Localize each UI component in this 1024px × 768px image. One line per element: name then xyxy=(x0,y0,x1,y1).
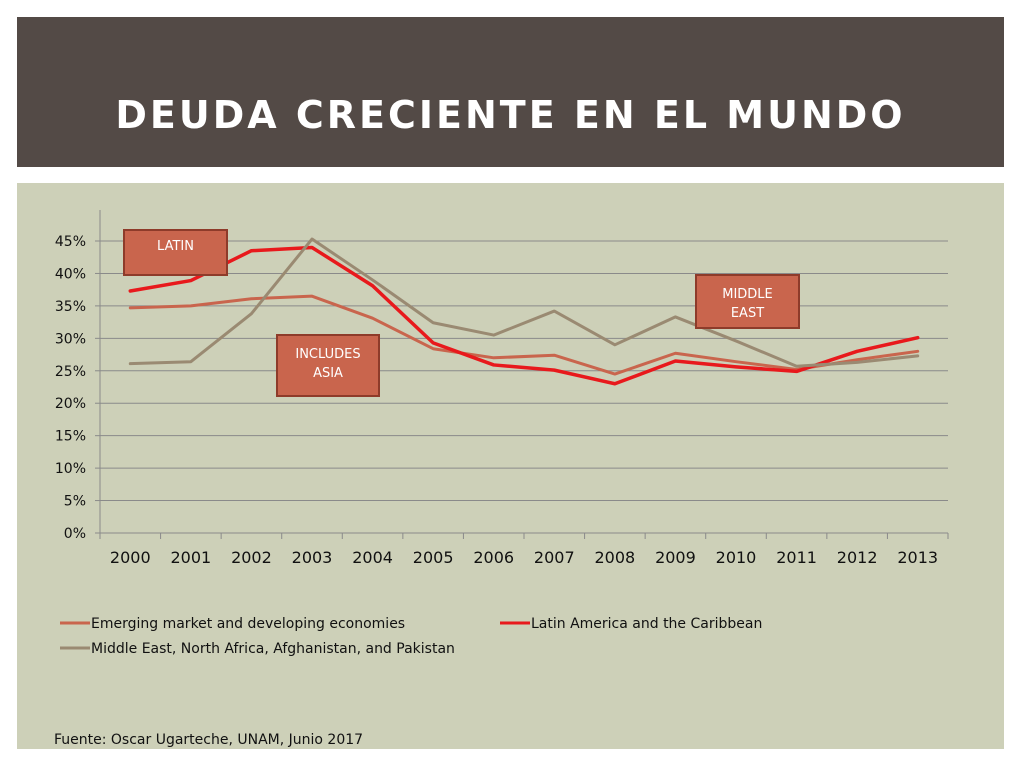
y-tick-label: 30% xyxy=(55,331,86,347)
y-tick-label: 10% xyxy=(55,461,86,477)
annotation-label: LATIN xyxy=(157,239,194,254)
legend-label: Emerging market and developing economies xyxy=(91,616,405,632)
y-tick-label: 35% xyxy=(55,299,86,315)
x-tick-label: 2003 xyxy=(292,548,333,567)
legend-label: Latin America and the Caribbean xyxy=(531,616,762,632)
y-tick-label: 45% xyxy=(55,234,86,250)
x-tick-label: 2011 xyxy=(776,548,817,567)
x-tick-label: 2008 xyxy=(594,548,635,567)
annotation-box xyxy=(695,274,800,329)
source-note: Fuente: Oscar Ugarteche, UNAM, Junio 201… xyxy=(54,732,364,748)
y-tick-label: 40% xyxy=(55,266,86,282)
y-tick-label: 25% xyxy=(55,364,86,380)
x-tick-label: 2010 xyxy=(716,548,757,567)
y-tick-label: 20% xyxy=(55,396,86,412)
annotation-label: MIDDLE xyxy=(722,287,773,302)
x-tick-label: 2002 xyxy=(231,548,272,567)
x-tick-label: 2007 xyxy=(534,548,575,567)
legend-label: Middle East, North Africa, Afghanistan, … xyxy=(91,641,455,657)
y-tick-label: 5% xyxy=(64,494,86,510)
x-tick-label: 2009 xyxy=(655,548,696,567)
annotation-label: EAST xyxy=(731,306,764,321)
series-line-3 xyxy=(128,237,920,368)
slide-title: DEUDA CRECIENTE EN EL MUNDO xyxy=(115,93,906,137)
series-line-2 xyxy=(128,245,920,386)
annotation-label: ASIA xyxy=(313,366,343,381)
y-tick-label: 0% xyxy=(64,526,86,542)
x-tick-label: 2004 xyxy=(352,548,393,567)
y-tick-label: 15% xyxy=(55,429,86,445)
x-tick-label: 2001 xyxy=(170,548,211,567)
x-tick-label: 2005 xyxy=(413,548,454,567)
x-tick-label: 2012 xyxy=(837,548,878,567)
x-tick-label: 2000 xyxy=(110,548,151,567)
title-bar: DEUDA CRECIENTE EN EL MUNDO xyxy=(17,17,1004,167)
annotation-box xyxy=(123,229,228,276)
annotation-label: INCLUDES xyxy=(295,347,360,362)
chart-panel xyxy=(17,183,1004,749)
series-line-1 xyxy=(128,294,920,376)
x-tick-label: 2006 xyxy=(473,548,514,567)
annotation-box xyxy=(276,334,380,397)
x-tick-label: 2013 xyxy=(897,548,938,567)
